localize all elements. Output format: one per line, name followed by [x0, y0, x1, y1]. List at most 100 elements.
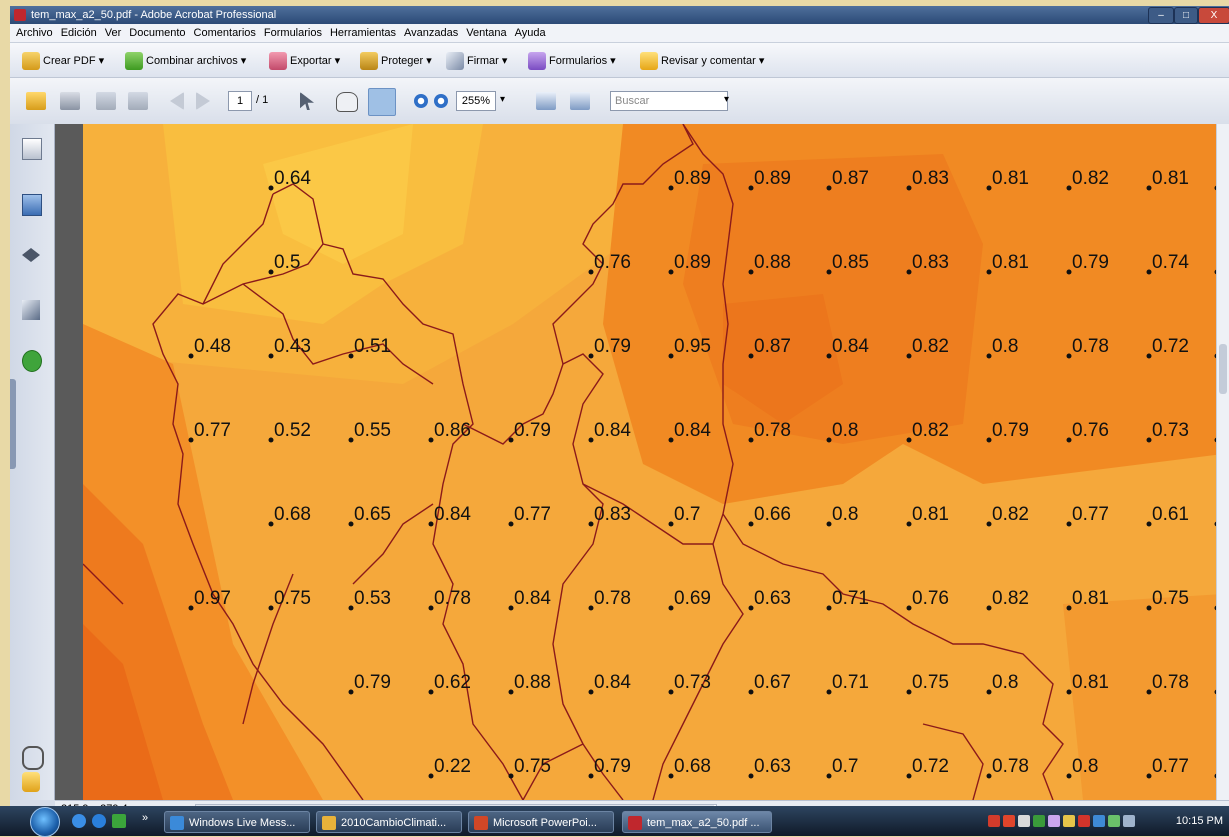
- tray-update-icon[interactable]: [1063, 815, 1075, 827]
- acrobat-window: tem_max_a2_50.pdf - Adobe Acrobat Profes…: [10, 6, 1229, 836]
- start-button[interactable]: [30, 807, 60, 837]
- tray-network-icon[interactable]: [1033, 815, 1045, 827]
- more-quicklaunch-icon[interactable]: »: [142, 812, 149, 824]
- select-cursor-icon[interactable]: [300, 92, 314, 110]
- tray-alert-icon[interactable]: [1078, 815, 1090, 827]
- station-dot: [588, 689, 594, 695]
- vertical-scrollbar[interactable]: [1216, 124, 1229, 800]
- menu-item-ayuda[interactable]: Ayuda: [514, 27, 546, 39]
- maximize-button[interactable]: □: [1174, 7, 1198, 24]
- save-icon[interactable]: [96, 92, 116, 110]
- menu-item-formularios[interactable]: Formularios: [263, 27, 322, 39]
- layers-icon[interactable]: [22, 248, 40, 262]
- taskbar-item-powerpoint[interactable]: Microsoft PowerPoi...: [468, 811, 614, 833]
- acrobat-app-icon: [14, 9, 26, 21]
- fit-width-icon[interactable]: [536, 92, 556, 110]
- hand-tool-icon[interactable]: [336, 92, 358, 112]
- tray-messenger-icon[interactable]: [1093, 815, 1105, 827]
- station-value: 0.69: [674, 588, 711, 609]
- pages-icon[interactable]: [22, 138, 42, 160]
- tray-misc-icon[interactable]: [1048, 815, 1060, 827]
- minimize-button[interactable]: –: [1148, 7, 1174, 24]
- email-icon[interactable]: [128, 92, 148, 110]
- create-pdf-icon: [22, 52, 40, 71]
- menu-item-ver[interactable]: Ver: [104, 27, 122, 39]
- search-dropdown-icon[interactable]: ▾: [724, 94, 730, 105]
- zoom-dropdown-icon[interactable]: ▾: [500, 94, 506, 105]
- station-value: 0.82: [992, 588, 1029, 609]
- marquee-zoom-icon[interactable]: [368, 88, 396, 116]
- create-pdf-button[interactable]: Crear PDF ▾: [22, 51, 104, 71]
- fit-page-icon[interactable]: [570, 92, 590, 110]
- station-value: 0.81: [992, 168, 1029, 189]
- zoom-level-field[interactable]: 255%: [456, 91, 496, 111]
- menu-item-ventana[interactable]: Ventana: [466, 27, 507, 39]
- menu-item-herramientas[interactable]: Herramientas: [329, 27, 397, 39]
- station-value: 0.7: [674, 504, 700, 525]
- tray-wifi-icon[interactable]: [1108, 815, 1120, 827]
- vertical-scroll-thumb[interactable]: [1219, 344, 1227, 394]
- previous-page-icon[interactable]: [170, 92, 184, 110]
- help-icon[interactable]: [22, 350, 42, 372]
- menu-item-archivo[interactable]: Archivo: [16, 27, 53, 39]
- desktop-icon[interactable]: [112, 814, 126, 828]
- station-dot: [826, 269, 832, 275]
- zoom-out-icon[interactable]: [414, 94, 428, 108]
- station-dot: [588, 353, 594, 359]
- station-dot: [668, 437, 674, 443]
- clock[interactable]: 10:15 PM: [1175, 815, 1223, 827]
- close-button[interactable]: X: [1198, 7, 1229, 24]
- station-dot: [268, 605, 274, 611]
- panel-resize-tab[interactable]: [10, 379, 16, 469]
- forms-button[interactable]: Formularios ▾: [528, 51, 616, 71]
- menu-item-edicion[interactable]: Edición: [60, 27, 97, 39]
- station-dot: [348, 521, 354, 527]
- station-value: 0.67: [754, 672, 791, 693]
- station-value: 0.79: [514, 420, 551, 441]
- station-dot: [1146, 353, 1152, 359]
- page-number-input[interactable]: 1: [228, 91, 252, 111]
- combine-files-button[interactable]: Combinar archivos ▾: [125, 51, 246, 71]
- tray-app-icon[interactable]: [1003, 815, 1015, 827]
- search-input[interactable]: Buscar: [610, 91, 728, 111]
- taskbar-item-messenger[interactable]: Windows Live Mess...: [164, 811, 310, 833]
- document-viewport[interactable]: 0.640.890.890.870.830.810.820.8100.50.76…: [55, 124, 1217, 800]
- station-dot: [668, 605, 674, 611]
- station-dot: [826, 689, 832, 695]
- browser-icon[interactable]: [92, 814, 106, 828]
- menu-item-comentarios[interactable]: Comentarios: [193, 27, 256, 39]
- station-dot: [906, 689, 912, 695]
- export-icon: [269, 52, 287, 71]
- menu-item-documento[interactable]: Documento: [129, 27, 186, 39]
- signatures-icon[interactable]: [22, 300, 40, 320]
- comments-icon[interactable]: [22, 772, 40, 792]
- navigation-panel: [10, 124, 55, 800]
- open-folder-icon[interactable]: [26, 92, 46, 110]
- station-value: 0.65: [354, 504, 391, 525]
- attachments-icon[interactable]: [22, 746, 44, 770]
- station-value: 0.62: [434, 672, 471, 693]
- station-dot: [268, 437, 274, 443]
- taskbar-item-acrobat[interactable]: tem_max_a2_50.pdf ...: [622, 811, 772, 833]
- station-dot: [826, 185, 832, 191]
- protect-button[interactable]: Proteger ▾: [360, 51, 432, 71]
- export-button[interactable]: Exportar ▾: [269, 51, 340, 71]
- tray-user-icon[interactable]: [1018, 815, 1030, 827]
- next-page-icon[interactable]: [196, 92, 210, 110]
- station-value: 0.8: [992, 672, 1018, 693]
- menu-item-avanzadas[interactable]: Avanzadas: [404, 27, 459, 39]
- ie-icon[interactable]: [72, 814, 86, 828]
- station-dot: [1146, 773, 1152, 779]
- sign-button[interactable]: Firmar ▾: [446, 51, 507, 71]
- station-value: 0.78: [992, 756, 1029, 777]
- print-icon[interactable]: [60, 92, 80, 110]
- station-value: 0.71: [832, 672, 869, 693]
- zoom-in-icon[interactable]: [434, 94, 448, 108]
- station-value: 0.5: [274, 252, 300, 273]
- taskbar-item-word[interactable]: 2010CambioClimati...: [316, 811, 462, 833]
- tray-volume-icon[interactable]: [1123, 815, 1135, 827]
- station-value: 0.81: [1072, 672, 1109, 693]
- review-comment-button[interactable]: Revisar y comentar ▾: [640, 51, 764, 71]
- bookmarks-icon[interactable]: [22, 194, 42, 216]
- tray-security-icon[interactable]: [988, 815, 1000, 827]
